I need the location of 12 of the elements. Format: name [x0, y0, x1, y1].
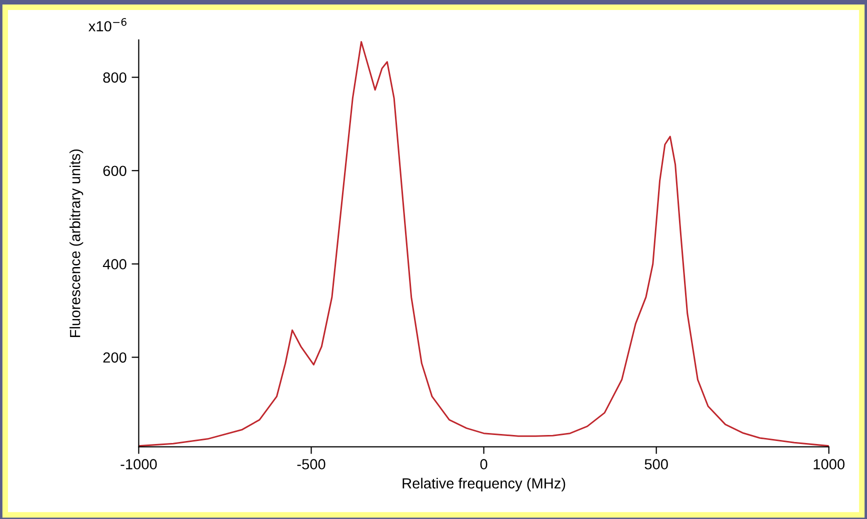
y-tick-label: 600 — [103, 166, 126, 176]
x-tick-label: 500 — [644, 459, 668, 470]
x-tick-label: -500 — [297, 459, 326, 470]
y-axis-title: Fluorescence (arbitrary units) — [70, 149, 84, 338]
y-tick-label: 200 — [103, 352, 126, 363]
x-tick-label: 0 — [480, 459, 488, 470]
x-tick-label: 1000 — [814, 459, 845, 470]
x-tick-label: -1000 — [120, 459, 157, 470]
text: x10$^{−6}$ — [88, 18, 126, 32]
y-tick-label: 800 — [103, 72, 126, 83]
y-tick-label: 400 — [102, 259, 126, 270]
x-axis-title: Relative frequency (MHz) — [402, 478, 566, 492]
